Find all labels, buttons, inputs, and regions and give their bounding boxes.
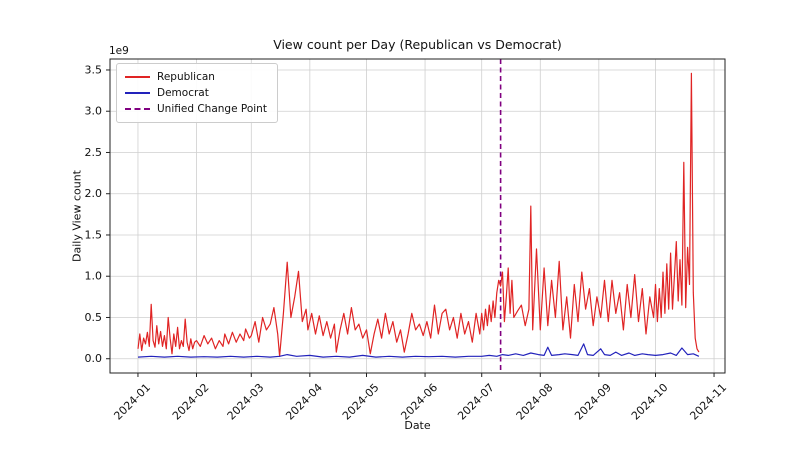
- chart-title: View count per Day (Republican vs Democr…: [273, 37, 562, 52]
- legend-label-democrat: Democrat: [157, 87, 209, 99]
- legend: Republican Democrat Unified Change Point: [116, 63, 278, 123]
- x-tick-label: 2024-09: [572, 381, 614, 423]
- legend-entry-democrat: Democrat: [125, 85, 267, 101]
- democrat-line-swatch: [125, 92, 150, 94]
- tick-marks: [106, 69, 715, 377]
- y-tick-label: 2.5: [85, 146, 103, 159]
- x-tick-label: 2024-03: [225, 381, 267, 423]
- y-axis-label: Daily View count: [70, 170, 84, 262]
- y-tick-label: 3.0: [85, 105, 103, 118]
- republican-line-swatch: [125, 76, 150, 78]
- x-tick-labels: 2024-01 2024-02 2024-03 2024-04 2024-05 2024-…: [111, 381, 729, 423]
- axes-spines: [109, 58, 726, 374]
- x-tick-label: 2024-08: [514, 381, 556, 423]
- x-tick-label: 2024-07: [455, 381, 497, 423]
- x-tick-label: 2024-10: [629, 381, 671, 423]
- y-tick-label: 0.5: [85, 311, 103, 324]
- legend-entry-republican: Republican: [125, 69, 267, 85]
- x-tick-label: 2024-02: [170, 381, 212, 423]
- x-tick-label: 2024-04: [283, 381, 325, 423]
- change-point-line-swatch: [125, 108, 150, 110]
- x-tick-label: 2024-11: [687, 381, 729, 423]
- x-tick-label: 2024-06: [398, 381, 440, 423]
- legend-entry-change-point: Unified Change Point: [125, 101, 267, 117]
- x-tick-label: 2024-05: [340, 381, 382, 423]
- x-tick-label: 2024-01: [111, 381, 153, 423]
- y-tick-label: 1.0: [85, 270, 103, 283]
- y-tick-labels: 0.0 0.5 1.0 1.5 2.0 2.5 3.0 3.5: [85, 63, 103, 365]
- democrat-series-line: [137, 343, 700, 358]
- legend-label-republican: Republican: [157, 71, 215, 83]
- y-tick-label: 3.5: [85, 63, 103, 76]
- legend-label-change-point: Unified Change Point: [157, 103, 267, 115]
- y-axis-offset-label: 1e9: [109, 45, 129, 57]
- x-axis-label: Date: [404, 419, 431, 432]
- republican-series-line: [137, 72, 700, 357]
- y-tick-label: 2.0: [85, 187, 103, 200]
- y-tick-label: 1.5: [85, 228, 103, 241]
- y-tick-label: 0.0: [85, 352, 103, 365]
